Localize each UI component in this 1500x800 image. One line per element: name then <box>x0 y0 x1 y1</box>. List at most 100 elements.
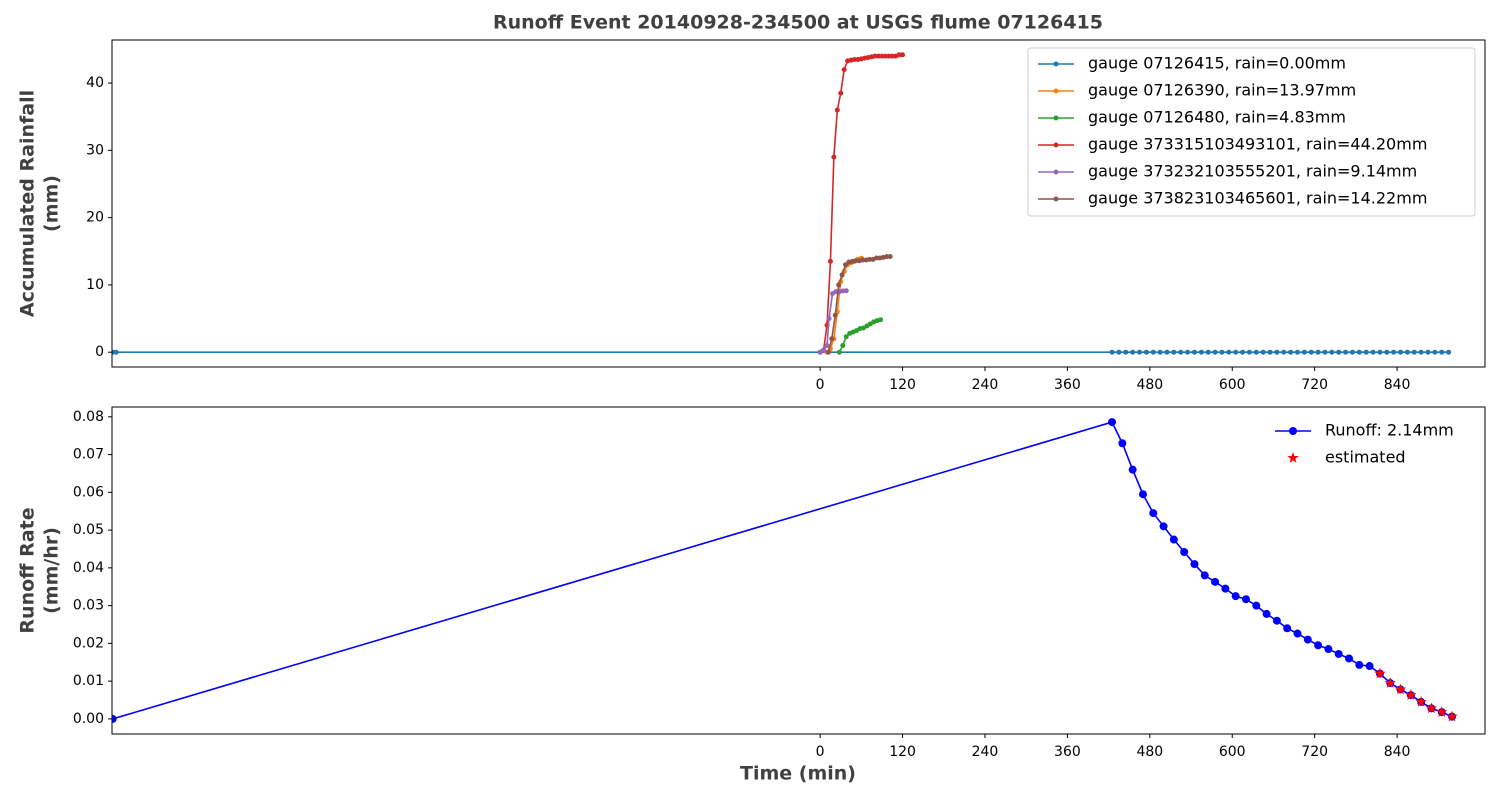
marker <box>1219 349 1225 355</box>
marker <box>1283 624 1292 633</box>
marker <box>1308 349 1314 355</box>
marker <box>1436 706 1448 717</box>
marker <box>841 67 847 73</box>
legend-marker <box>1053 61 1059 67</box>
x-tick-label: 720 <box>1301 744 1328 760</box>
legend-marker <box>1053 169 1059 175</box>
marker <box>1164 349 1170 355</box>
y-tick-label: 0.01 <box>73 673 104 689</box>
marker <box>1384 677 1396 688</box>
marker <box>829 336 835 342</box>
marker <box>1425 702 1438 714</box>
marker <box>824 342 830 348</box>
marker <box>1260 349 1266 355</box>
marker <box>1171 349 1177 355</box>
plot-frame <box>111 39 1486 368</box>
legend-marker <box>1053 88 1059 94</box>
marker <box>1303 635 1312 644</box>
marker <box>1349 349 1355 355</box>
marker <box>1345 654 1354 663</box>
marker <box>1314 641 1323 650</box>
marker <box>843 334 849 340</box>
plot-frame <box>111 406 1486 735</box>
marker <box>1334 649 1343 658</box>
marker <box>843 262 849 268</box>
marker <box>1415 695 1427 707</box>
marker <box>1315 349 1321 355</box>
marker <box>1233 349 1239 355</box>
marker <box>831 154 837 160</box>
marker <box>1149 509 1158 518</box>
marker <box>832 312 838 318</box>
marker <box>1370 349 1376 355</box>
legend-label: gauge 07126480, rain=4.83mm <box>1088 108 1346 127</box>
legend-label: gauge 07126415, rain=0.00mm <box>1088 54 1346 73</box>
marker <box>843 288 849 294</box>
marker <box>879 53 885 59</box>
marker <box>882 53 888 59</box>
plot-area <box>112 418 1458 723</box>
x-tick-label: 840 <box>1384 744 1411 760</box>
marker <box>867 256 873 262</box>
legend-label: gauge 373315103493101, rain=44.20mm <box>1088 135 1427 154</box>
marker <box>1108 418 1117 427</box>
marker <box>113 349 119 355</box>
marker <box>1404 349 1410 355</box>
marker <box>1205 349 1211 355</box>
marker <box>825 349 831 355</box>
x-tick-label: 600 <box>1219 744 1246 760</box>
legend-label: estimated <box>1325 448 1406 467</box>
marker <box>872 53 878 59</box>
marker <box>827 258 833 264</box>
y-tick-label: 20 <box>86 210 104 226</box>
marker <box>840 342 846 348</box>
marker <box>1262 609 1271 618</box>
legend-label: gauge 373232103555201, rain=9.14mm <box>1088 162 1417 181</box>
marker <box>1274 349 1280 355</box>
x-tick-label: 240 <box>972 744 999 760</box>
x-tick-label: 360 <box>1054 377 1081 393</box>
marker <box>1157 349 1163 355</box>
x-tick-label: 720 <box>1301 377 1328 393</box>
marker <box>1138 490 1147 499</box>
legend-label: gauge 07126390, rain=13.97mm <box>1088 81 1356 100</box>
marker <box>1240 349 1246 355</box>
marker <box>1324 645 1333 654</box>
marker <box>1253 349 1259 355</box>
marker <box>1329 349 1335 355</box>
marker <box>1439 349 1445 355</box>
y-tick-label: 0.08 <box>73 409 104 425</box>
marker <box>1432 349 1438 355</box>
marker <box>834 107 840 113</box>
x-tick-label: 480 <box>1136 377 1163 393</box>
legend-marker <box>1289 427 1297 435</box>
marker <box>1374 667 1386 679</box>
y-tick-label: 40 <box>86 75 104 91</box>
marker <box>1211 577 1220 586</box>
x-tick-label: 120 <box>889 744 916 760</box>
x-axis-label: Time (min) <box>740 763 856 785</box>
legend-marker <box>1053 115 1059 121</box>
y-tick-label: 0.05 <box>73 522 104 538</box>
marker <box>1143 349 1149 355</box>
marker <box>851 57 857 63</box>
marker <box>1123 349 1129 355</box>
marker <box>1411 349 1417 355</box>
marker <box>886 53 892 59</box>
marker <box>1343 349 1349 355</box>
marker <box>1246 349 1252 355</box>
marker <box>1405 689 1417 700</box>
marker <box>853 258 859 264</box>
marker <box>1221 584 1230 593</box>
marker <box>1391 349 1397 355</box>
marker <box>1252 601 1261 610</box>
marker <box>1355 660 1364 669</box>
marker <box>1128 465 1137 474</box>
marker <box>836 282 842 288</box>
marker <box>887 254 893 260</box>
marker <box>878 317 884 323</box>
marker <box>1198 349 1204 355</box>
x-tick-label: 240 <box>972 377 999 393</box>
legend-marker <box>1053 142 1059 148</box>
